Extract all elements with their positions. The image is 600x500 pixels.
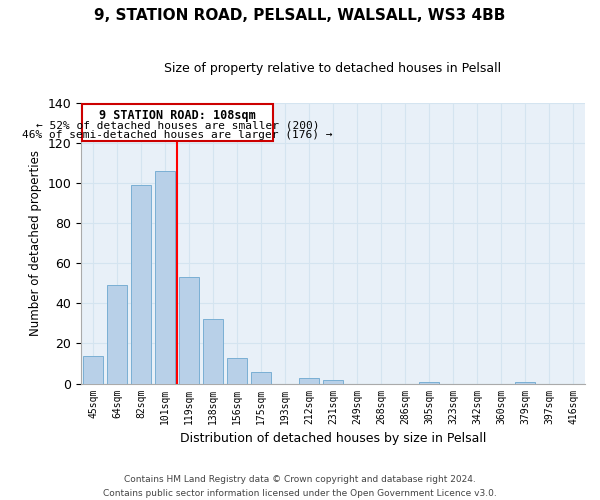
Bar [179, 278, 199, 384]
Bar [155, 171, 175, 384]
FancyBboxPatch shape [82, 104, 273, 141]
Bar [227, 358, 247, 384]
Text: ← 52% of detached houses are smaller (200): ← 52% of detached houses are smaller (20… [36, 120, 319, 130]
Title: Size of property relative to detached houses in Pelsall: Size of property relative to detached ho… [164, 62, 502, 76]
Text: Contains HM Land Registry data © Crown copyright and database right 2024.
Contai: Contains HM Land Registry data © Crown c… [103, 476, 497, 498]
Text: 9 STATION ROAD: 108sqm: 9 STATION ROAD: 108sqm [100, 109, 256, 122]
Bar [203, 320, 223, 384]
Bar [131, 185, 151, 384]
Bar [107, 286, 127, 384]
Bar [515, 382, 535, 384]
Bar [83, 356, 103, 384]
Text: 9, STATION ROAD, PELSALL, WALSALL, WS3 4BB: 9, STATION ROAD, PELSALL, WALSALL, WS3 4… [94, 8, 506, 22]
Bar [299, 378, 319, 384]
X-axis label: Distribution of detached houses by size in Pelsall: Distribution of detached houses by size … [180, 432, 486, 445]
Bar [323, 380, 343, 384]
Bar [251, 372, 271, 384]
Bar [419, 382, 439, 384]
Y-axis label: Number of detached properties: Number of detached properties [29, 150, 42, 336]
Text: 46% of semi-detached houses are larger (176) →: 46% of semi-detached houses are larger (… [22, 130, 333, 140]
